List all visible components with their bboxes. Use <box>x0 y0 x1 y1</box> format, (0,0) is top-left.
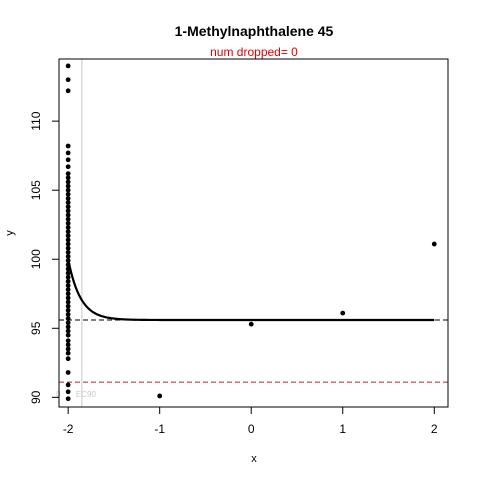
data-point <box>65 283 71 288</box>
x-tick-label: 0 <box>248 422 255 436</box>
data-point <box>65 266 71 272</box>
data-point <box>65 316 71 322</box>
data-point <box>65 179 71 185</box>
data-point <box>65 77 71 83</box>
data-point <box>431 241 437 247</box>
data-point <box>65 254 71 259</box>
fit-curve <box>67 259 435 322</box>
plot-area: 0 EC90 <box>56 59 448 407</box>
data-point <box>65 350 71 356</box>
data-point <box>65 171 71 177</box>
data-point <box>65 88 71 94</box>
ec90-label: EC90 <box>76 390 97 399</box>
y-tick-label: 110 <box>29 111 43 130</box>
data-point <box>65 191 71 197</box>
data-point <box>65 241 71 247</box>
y-axis: 90 95 100 105 110 <box>29 111 60 404</box>
data-point <box>65 299 71 305</box>
y-tick-label: 105 <box>29 180 43 200</box>
data-point <box>65 389 71 395</box>
data-point <box>65 312 71 317</box>
data-point <box>65 208 71 214</box>
data-point <box>65 320 71 326</box>
data-point <box>65 143 71 149</box>
data-point <box>65 216 71 222</box>
data-point <box>65 342 71 348</box>
data-point <box>248 321 254 327</box>
x-tick-label: 1 <box>339 422 346 436</box>
data-point <box>65 196 71 201</box>
data-point <box>65 212 71 218</box>
data-point <box>65 150 71 156</box>
data-point <box>65 245 71 251</box>
data-point <box>65 295 71 301</box>
data-point <box>65 396 71 402</box>
data-point <box>65 225 71 230</box>
data-point <box>65 324 71 330</box>
data-point <box>65 204 71 210</box>
data-point <box>65 274 71 280</box>
data-point <box>65 332 71 338</box>
data-point <box>65 220 71 226</box>
data-point <box>157 393 163 399</box>
data-point <box>65 356 71 362</box>
data-point <box>65 249 71 255</box>
data-point <box>65 328 71 334</box>
data-point <box>65 229 71 235</box>
data-point <box>65 157 71 163</box>
x-tick-label: -1 <box>154 422 165 436</box>
y-tick-label: 100 <box>29 249 43 269</box>
plot-frame <box>58 58 449 408</box>
data-point <box>65 270 71 276</box>
data-point <box>65 175 71 181</box>
data-point <box>65 164 71 170</box>
data-point <box>65 262 71 268</box>
data-point <box>65 258 71 264</box>
chart-title: 1-Methylnaphthalene 45 <box>175 23 334 39</box>
data-point <box>65 200 71 206</box>
data-point <box>65 237 71 243</box>
x-tick-label: 2 <box>431 422 438 436</box>
data-point <box>65 338 71 344</box>
data-point <box>65 187 71 193</box>
data-point <box>65 287 71 293</box>
data-point <box>65 303 71 309</box>
chart-subtitle: num dropped= 0 <box>210 45 298 59</box>
data-point <box>65 382 71 388</box>
y-tick-label: 90 <box>29 390 43 404</box>
x-axis: -2 -1 0 1 2 <box>63 406 438 436</box>
x-axis-label: x <box>251 453 257 465</box>
y-tick-label: 95 <box>29 321 43 335</box>
data-point <box>65 346 71 352</box>
data-point <box>340 310 346 316</box>
data-point <box>65 370 71 375</box>
data-point <box>65 291 71 297</box>
data-point <box>65 233 71 239</box>
x-tick-label: -2 <box>63 422 74 436</box>
data-point <box>65 183 71 189</box>
data-point <box>65 307 71 313</box>
y-axis-label: y <box>4 230 16 236</box>
data-point <box>65 63 71 69</box>
data-point <box>65 278 71 284</box>
